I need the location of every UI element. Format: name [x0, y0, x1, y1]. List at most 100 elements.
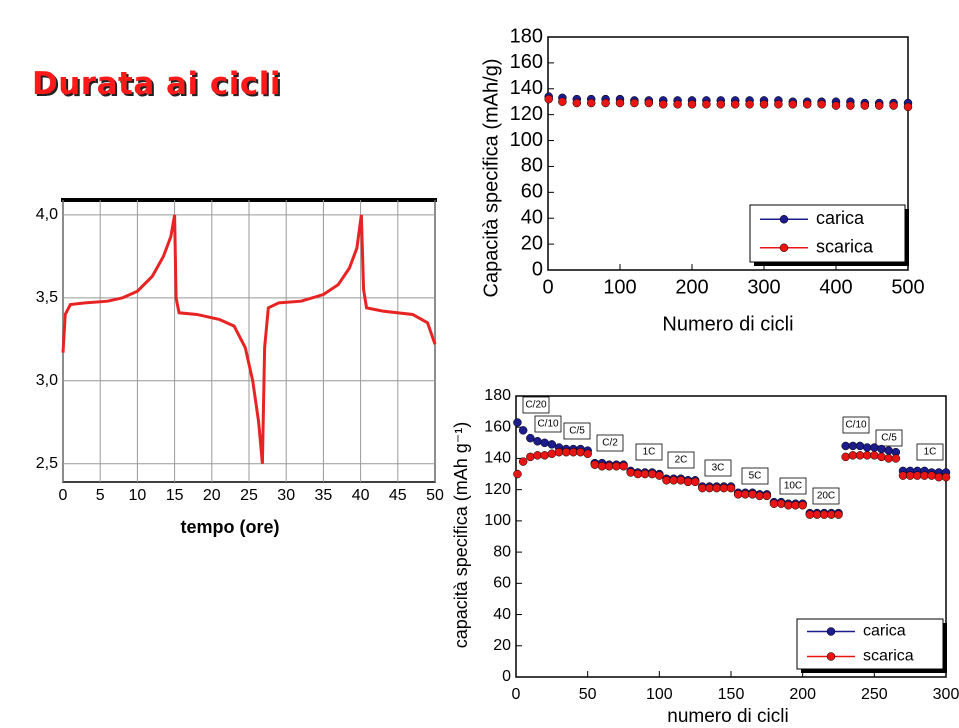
data-point — [518, 426, 528, 435]
y-tick-label: 140 — [510, 77, 543, 99]
x-tick-label: 25 — [240, 487, 258, 504]
data-point — [802, 100, 812, 109]
y-tick-label: 60 — [521, 181, 543, 203]
data-point — [647, 469, 657, 479]
data-point — [540, 438, 549, 448]
annotation: 10C — [784, 481, 802, 492]
annotation-box — [741, 467, 769, 485]
annotation-box — [563, 422, 591, 440]
data-point — [941, 472, 951, 482]
data-point — [927, 471, 936, 480]
data-point — [540, 451, 549, 460]
x-tick-label: 250 — [861, 686, 888, 703]
data-point — [862, 443, 872, 452]
y-tick-label: 140 — [484, 450, 511, 467]
y-tick-label: 3,5 — [36, 289, 58, 306]
data-point — [774, 100, 783, 109]
legend-marker — [779, 243, 789, 252]
data-point — [846, 101, 855, 110]
y-tick-label: 80 — [493, 543, 511, 560]
data-point — [855, 441, 865, 451]
data-point — [615, 98, 625, 108]
data-point — [862, 451, 872, 460]
data-point — [827, 510, 836, 519]
data-point — [726, 483, 736, 493]
legend-marker — [826, 627, 836, 636]
annotation: 20C — [817, 491, 835, 502]
x-tick-label: 150 — [718, 686, 745, 703]
data-point — [745, 100, 754, 109]
data-point — [819, 510, 829, 519]
annotation: C/5 — [881, 433, 897, 444]
data-point — [762, 491, 772, 501]
annotation: 1C — [924, 447, 937, 458]
data-point — [590, 460, 600, 469]
data-point — [884, 446, 893, 455]
data-point — [561, 447, 571, 457]
data-line — [61, 214, 437, 464]
x-tick-label: 300 — [933, 686, 959, 703]
y-tick-label: 120 — [484, 481, 511, 498]
x-tick-label: 50 — [426, 487, 444, 504]
annotation-box — [842, 416, 870, 434]
annotation: 1C — [643, 447, 656, 458]
data-point — [848, 441, 858, 451]
data-point — [626, 468, 635, 477]
data-point — [755, 491, 764, 501]
data-point — [855, 451, 865, 460]
data-point — [547, 440, 557, 449]
x-tick-label: 50 — [579, 686, 597, 703]
data-point — [733, 490, 743, 499]
x-tick-label: 20 — [203, 487, 221, 504]
annotation: 3C — [712, 463, 725, 474]
data-point — [558, 97, 567, 106]
data-point — [913, 471, 922, 480]
data-point — [705, 483, 714, 493]
x-tick-label: 200 — [675, 276, 708, 298]
data-point — [788, 100, 798, 109]
data-point — [831, 101, 841, 110]
annotation-box — [522, 396, 550, 414]
annotation-box — [596, 434, 624, 452]
x-tick-label: 40 — [352, 487, 370, 504]
data-point — [604, 462, 614, 471]
data-point — [841, 452, 850, 462]
chart: 2,5 3,0 3,5 4,0 0 5 10 15 20 25 30 35 40 45 50 tempo (o… — [36, 198, 444, 537]
x-tick-label: 0 — [542, 276, 553, 298]
y-axis-label: capacità specifica (mAh g⁻¹) — [451, 422, 471, 649]
x-tick-label: 0 — [59, 487, 68, 504]
x-tick-label: 5 — [96, 487, 105, 504]
data-point — [533, 451, 542, 460]
y-tick-label: 80 — [521, 155, 543, 177]
data-point — [903, 102, 913, 112]
data-point — [877, 444, 886, 454]
x-tick-label: 300 — [747, 276, 780, 298]
annotation: C/2 — [602, 438, 618, 449]
x-axis-label: tempo (ore) — [181, 517, 280, 537]
annotation: C/5 — [569, 426, 585, 437]
x-axis-label: numero di cicli — [667, 706, 788, 727]
data-point — [841, 441, 850, 451]
y-tick-label: 3,0 — [36, 372, 58, 389]
data-point — [597, 462, 607, 471]
data-point — [920, 471, 929, 480]
y-tick-label: 40 — [521, 207, 543, 229]
data-point — [640, 469, 650, 479]
data-point — [533, 437, 542, 446]
data-point — [741, 490, 750, 499]
y-tick-label: 160 — [510, 51, 543, 73]
data-point — [898, 471, 908, 480]
y-tick-label: 180 — [484, 387, 511, 404]
data-point — [544, 94, 553, 104]
x-tick-label: 35 — [315, 487, 333, 504]
data-point — [889, 101, 898, 110]
data-point — [817, 100, 826, 109]
data-point — [860, 101, 870, 110]
data-point — [712, 483, 721, 493]
chart: 0 20 40 60 80 100 120 140 160 180 0 50 100 150 200 250 3… — [451, 387, 959, 727]
data-point — [547, 449, 557, 459]
y-tick-label: 120 — [510, 103, 543, 125]
data-point — [934, 472, 944, 482]
data-point — [805, 510, 815, 519]
